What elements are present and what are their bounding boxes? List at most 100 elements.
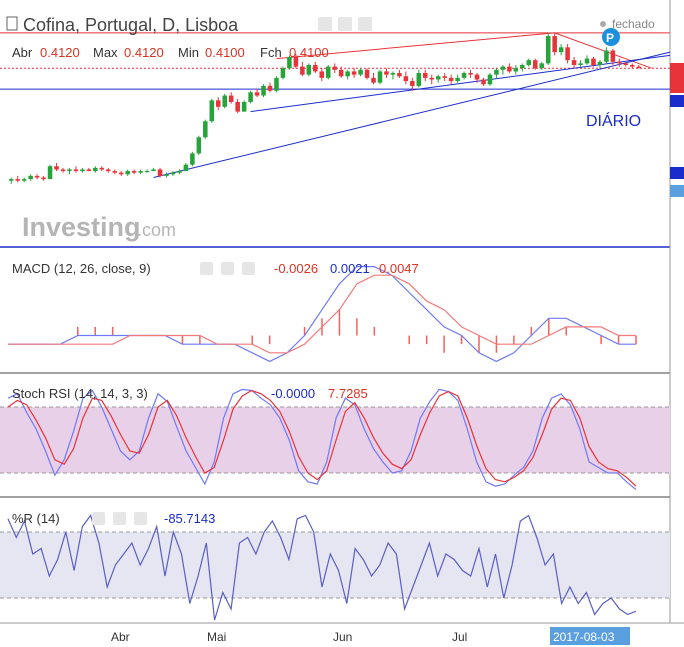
ohlc-close-value: 0.4100 xyxy=(289,45,329,60)
watermark-domain: .com xyxy=(137,220,176,240)
candle-body xyxy=(144,171,150,173)
candle-body xyxy=(86,169,92,172)
candle-body xyxy=(604,50,609,62)
last-price-tag xyxy=(670,63,684,81)
candle-body xyxy=(636,66,642,69)
candle-body xyxy=(468,73,473,75)
candle-body xyxy=(157,169,163,176)
stoch-value-d: 7.7285 xyxy=(328,386,368,401)
candle-body xyxy=(423,73,428,78)
macd-close-icon[interactable] xyxy=(242,262,255,275)
right-axis xyxy=(670,63,684,197)
badge-p-label: P xyxy=(606,31,614,45)
eye-icon xyxy=(318,17,332,31)
candle-body xyxy=(54,166,59,170)
wr-close-icon[interactable] xyxy=(134,512,147,525)
candle-body xyxy=(209,100,215,122)
timeframe-note: DIÁRIO xyxy=(586,111,641,130)
candle-body xyxy=(280,68,286,78)
candle-body xyxy=(170,172,176,175)
candle-body xyxy=(332,66,337,70)
stoch-overbought-band xyxy=(0,407,670,473)
candle-body xyxy=(403,76,409,82)
signal-line xyxy=(8,274,636,354)
candle-body xyxy=(617,61,622,64)
candle-body xyxy=(584,58,590,64)
time-label-jul: Jul xyxy=(452,630,467,644)
candle-body xyxy=(228,95,234,102)
candle-body xyxy=(118,172,124,175)
candle-body xyxy=(34,175,40,178)
ohlc-open-label: Abr xyxy=(12,45,33,60)
watermark-brand: Investing xyxy=(22,212,141,242)
candle-body xyxy=(481,79,486,85)
upper-trendline xyxy=(276,32,555,60)
candle-body xyxy=(15,179,20,181)
candle-body xyxy=(448,77,454,82)
candle-body xyxy=(196,137,202,154)
header-controls[interactable] xyxy=(318,17,372,31)
candle-body xyxy=(21,179,27,181)
support-tag xyxy=(670,95,684,107)
candle-body xyxy=(73,169,79,172)
candle-body xyxy=(442,76,447,78)
stoch-lines xyxy=(7,388,637,490)
candle-body xyxy=(151,169,156,172)
candle-body xyxy=(545,36,551,64)
macd-eye-icon[interactable] xyxy=(200,262,213,275)
market-status: fechado xyxy=(612,17,655,31)
stoch-value-k: -0.0000 xyxy=(271,386,315,401)
candle-body xyxy=(507,66,512,72)
lower-tag xyxy=(670,167,684,179)
candle-body xyxy=(474,74,480,80)
candle-body xyxy=(358,69,363,75)
candle-body xyxy=(293,56,299,67)
macd-settings-icon[interactable] xyxy=(221,262,234,275)
candle-body xyxy=(500,66,506,70)
wr-title: %R (14) xyxy=(12,511,60,526)
candle-body xyxy=(571,60,577,65)
candle-body xyxy=(300,66,305,75)
candle-body xyxy=(494,69,499,75)
investing-watermark: Investing .com xyxy=(22,212,176,242)
current-date-tag xyxy=(550,627,630,645)
stoch-title: Stoch RSI (14, 14, 3, 3) xyxy=(12,386,148,401)
time-axis: Abr Mai Jun Jul 2017-08-03 xyxy=(111,627,630,645)
candle-body xyxy=(487,74,493,85)
macd-header: MACD (12, 26, close, 9) -0.0026 0.0021 0… xyxy=(12,261,419,276)
candle-body xyxy=(261,85,266,96)
level-tag xyxy=(670,81,684,93)
lower-tag-2 xyxy=(670,185,684,197)
frame xyxy=(0,0,684,624)
candle-body xyxy=(254,92,260,96)
settings-icon xyxy=(338,17,352,31)
candle-body xyxy=(345,71,350,77)
falling-trendline xyxy=(554,32,652,69)
wr-header: %R (14) -85.7143 xyxy=(12,511,215,526)
status-dot xyxy=(600,21,606,27)
candle-body xyxy=(112,171,118,173)
candle-body xyxy=(131,171,137,173)
macd-line xyxy=(8,266,636,363)
candle-body xyxy=(41,177,46,180)
candle-body xyxy=(532,60,538,69)
time-label-mai: Mai xyxy=(207,630,226,644)
wr-settings-icon[interactable] xyxy=(113,512,126,525)
macd-value-signal: 0.0021 xyxy=(330,261,370,276)
candle-body xyxy=(99,167,105,170)
candle-body xyxy=(60,169,66,172)
candle-body xyxy=(47,166,53,180)
candle-body xyxy=(248,92,253,102)
wr-value: -85.7143 xyxy=(164,511,215,526)
symbol-menu-icon[interactable] xyxy=(6,16,18,31)
wr-eye-icon[interactable] xyxy=(92,512,105,525)
badge-p[interactable] xyxy=(602,28,620,46)
macd-value-hist: 0.0047 xyxy=(379,261,419,276)
candle-body xyxy=(364,69,370,78)
candle-body xyxy=(287,56,292,69)
candle-body xyxy=(80,169,85,172)
chart-title: Cofina, Portugal, D, Lisboa xyxy=(23,15,239,35)
candle-body xyxy=(455,77,460,82)
stoch-header: Stoch RSI (14, 14, 3, 3) -0.0000 7.7285 xyxy=(12,386,368,401)
